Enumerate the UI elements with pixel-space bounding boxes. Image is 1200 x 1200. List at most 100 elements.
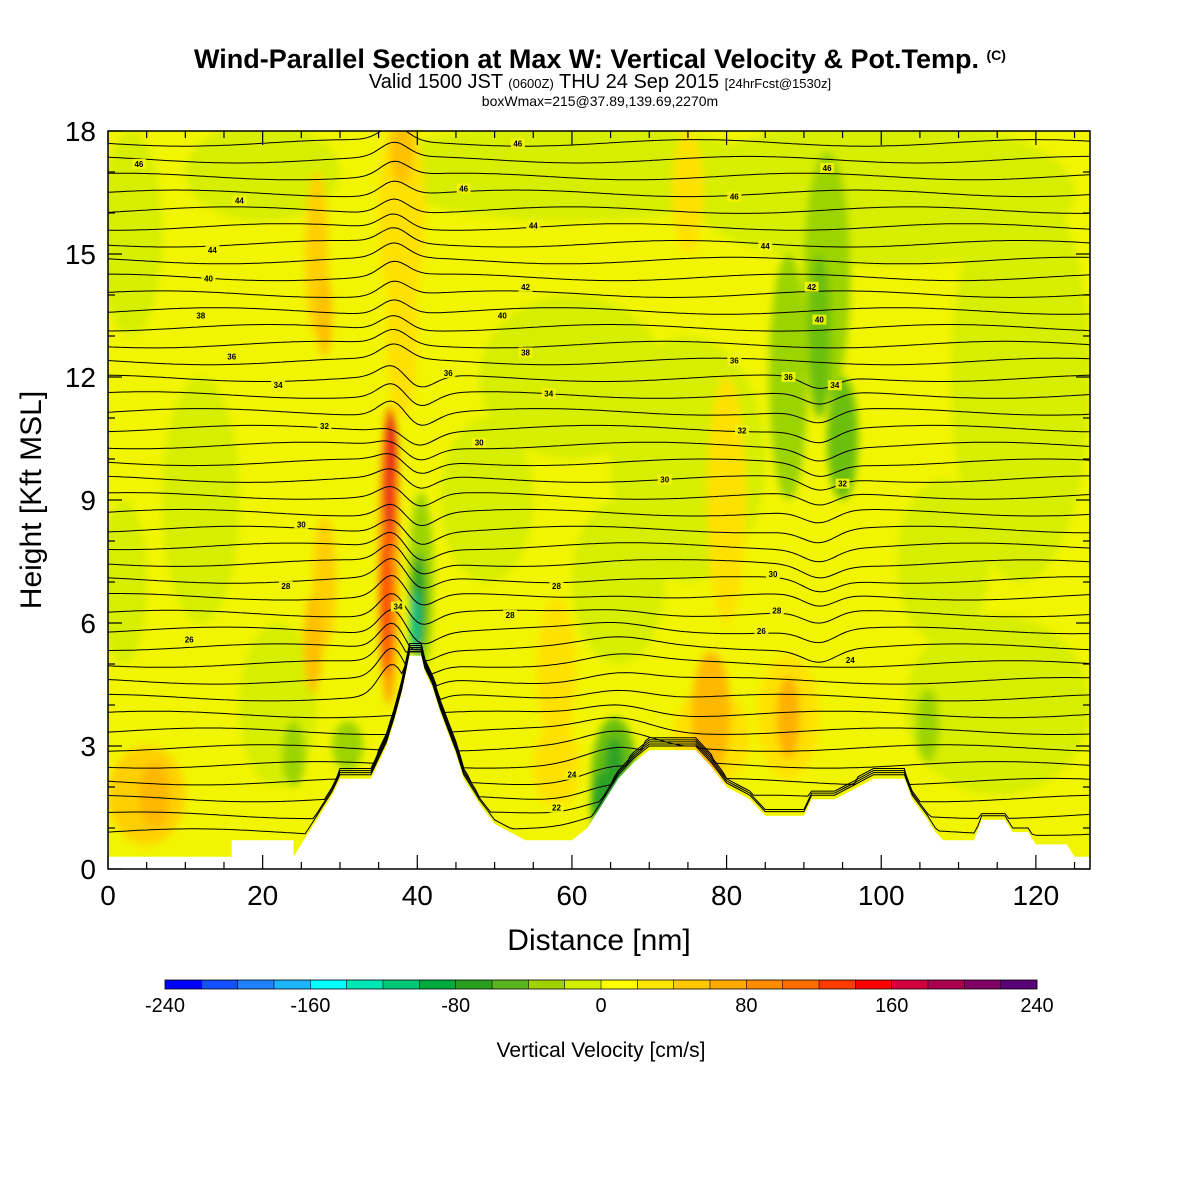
theta-contour-line <box>108 609 1090 645</box>
velocity-blob <box>386 254 418 418</box>
theta-contour-line <box>108 593 1090 625</box>
contour-label-bg <box>727 355 742 366</box>
contour-label-bg <box>131 158 146 169</box>
contour-label: 40 <box>498 312 507 321</box>
x-axis-label: Distance [nm] <box>507 924 690 957</box>
contour-label-bg <box>827 380 842 391</box>
velocity-blob <box>380 528 393 677</box>
contour-label-bg <box>812 314 827 325</box>
velocity-blob <box>303 594 323 693</box>
contour-label-bg <box>657 474 672 485</box>
colorbar-swatch <box>964 980 1001 989</box>
contour-label: 28 <box>281 582 290 591</box>
contour-label-bg <box>456 183 471 194</box>
contour-label-bg <box>549 802 564 813</box>
contour-label: 30 <box>297 521 306 530</box>
x-tick-label: 0 <box>100 880 116 911</box>
contour-label-bg <box>549 581 564 592</box>
theta-contour-line <box>108 180 1090 198</box>
contour-label: 46 <box>730 193 739 202</box>
contour-label: 34 <box>830 381 839 390</box>
velocity-blob <box>162 377 240 623</box>
colorbar-tick-label: -80 <box>441 995 470 1017</box>
contour-labels: 46 46 46 44 46 46 44 44 44 40 42 42 38 40 40 36 38 36 34 36… <box>131 138 858 813</box>
velocity-blob <box>440 418 534 582</box>
chart-title-text: Wind-Parallel Section at Max W: Vertical… <box>194 44 979 74</box>
contour-label: 40 <box>204 275 213 284</box>
colorbar-tick-label: 240 <box>1020 995 1053 1017</box>
x-tick-label: 120 <box>1013 880 1060 911</box>
colorbar-tick-label: 80 <box>735 995 757 1017</box>
colorbar-swatch <box>383 980 420 989</box>
colorbar-label: Vertical Velocity [cm/s] <box>497 1039 706 1062</box>
contour-label-bg <box>472 437 487 448</box>
contour-label: 22 <box>552 804 561 813</box>
theta-contours <box>108 131 1090 836</box>
velocity-blob <box>185 131 340 222</box>
theta-contour-line <box>108 280 1090 298</box>
theta-contour-line <box>108 424 1090 446</box>
plot-area: 46 46 46 44 46 46 44 44 44 40 42 42 38 40 40 36 38 36 34 36… <box>108 131 1090 869</box>
velocity-blob <box>410 590 420 656</box>
contour-label-bg <box>193 310 208 321</box>
colorbar-tick-label: 0 <box>595 995 606 1017</box>
forecast-info: [24hrFcst@1530z] <box>724 76 832 91</box>
contour-label-bg <box>835 478 850 489</box>
y-tick-label: 15 <box>65 239 96 270</box>
theta-contour-line <box>108 643 1090 687</box>
colorbar-swatch <box>673 980 711 989</box>
valid-date: THU 24 Sep 2015 <box>559 71 720 93</box>
contour-label: 32 <box>838 480 847 489</box>
theta-contour-line <box>108 645 1090 786</box>
theta-contour-line <box>108 131 1090 147</box>
colorbar-swatch <box>274 980 311 989</box>
contour-label: 40 <box>815 316 824 325</box>
theta-contour-line <box>108 543 1090 579</box>
contour-label-bg <box>224 351 239 362</box>
contour-label: 24 <box>567 771 576 780</box>
velocity-blob <box>332 721 364 771</box>
contour-label: 42 <box>807 283 816 292</box>
contour-label-bg <box>317 421 332 432</box>
contour-label: 34 <box>544 389 553 398</box>
theta-contour-line <box>108 440 1090 462</box>
colorbar-swatch <box>782 980 820 989</box>
theta-contour-line <box>108 198 1090 214</box>
contour-label: 42 <box>521 283 530 292</box>
contour-label: 34 <box>274 381 283 390</box>
contour-label: 30 <box>475 439 484 448</box>
contour-label: 32 <box>320 422 329 431</box>
contour-label-bg <box>271 380 286 391</box>
contour-label-bg <box>564 769 579 780</box>
theta-contour-line <box>108 328 1090 349</box>
chart-subtitle: Valid 1500 JST (0600Z) THU 24 Sep 2015 [… <box>0 71 1200 94</box>
velocity-field: 46 46 46 44 46 46 44 44 44 40 42 42 38 40 40 36 38 36 34 36… <box>108 131 1090 869</box>
velocity-blob <box>537 598 576 746</box>
velocity-blob <box>281 721 306 787</box>
theta-contour-line <box>108 400 1090 426</box>
colorbar-swatch <box>346 980 384 989</box>
theta-contour-line <box>108 649 1090 820</box>
velocity-blob <box>138 762 170 828</box>
contour-label-bg <box>182 634 197 645</box>
contour-label: 36 <box>784 373 793 382</box>
contour-label-bg <box>232 195 247 206</box>
contour-label-bg <box>510 138 525 149</box>
theta-contour-line <box>108 213 1090 231</box>
velocity-blob <box>807 254 831 418</box>
copyright-mark: (C) <box>986 47 1006 63</box>
theta-contour-line <box>108 647 1090 803</box>
x-tick-label: 80 <box>711 880 742 911</box>
contour-label-bg <box>769 605 784 616</box>
valid-time: Valid 1500 JST <box>368 71 503 93</box>
theta-contour-line <box>108 531 1090 563</box>
colorbar-swatch <box>1000 980 1038 989</box>
theta-contour-line <box>108 651 1090 752</box>
contour-label: 44 <box>529 221 538 230</box>
colorbar-swatch <box>528 980 565 989</box>
colorbar-swatch <box>455 980 493 989</box>
velocity-blob <box>390 131 414 185</box>
colorbar-swatch <box>601 980 638 989</box>
